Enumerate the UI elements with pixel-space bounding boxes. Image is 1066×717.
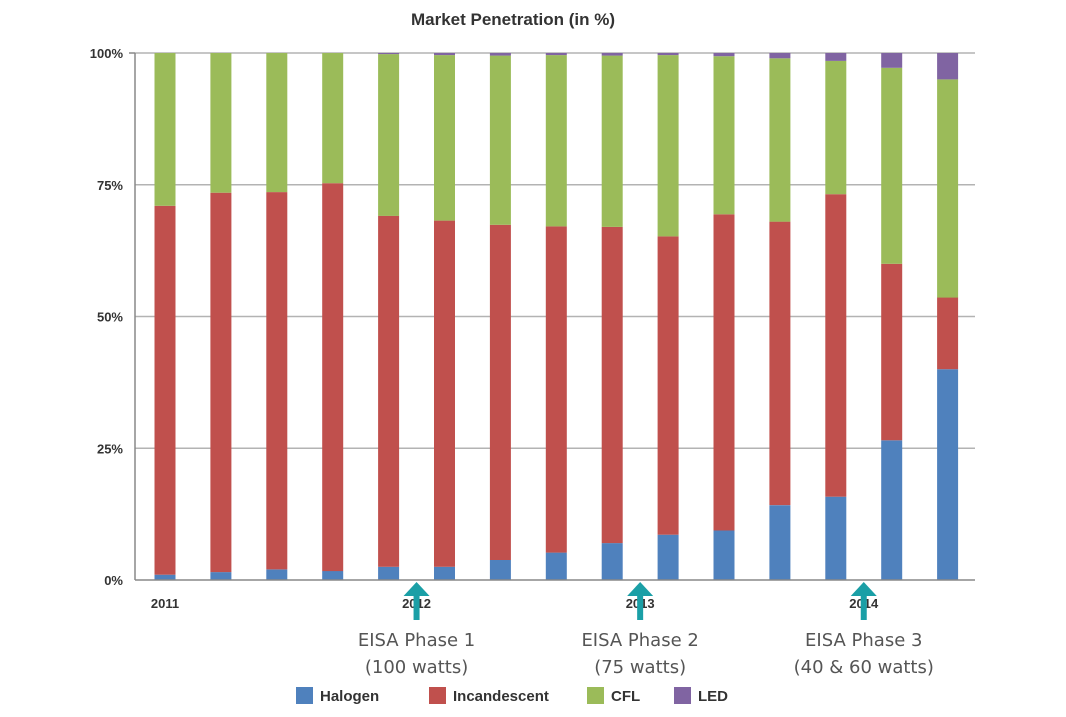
bar-segment-incandescent <box>434 220 455 567</box>
bar-segment-cfl <box>322 53 344 184</box>
bar-segment-led <box>937 53 959 80</box>
annotation-line1: EISA Phase 2 <box>581 630 698 651</box>
bar-segment-cfl <box>266 53 288 193</box>
bar-segment-halogen <box>378 566 400 580</box>
annotation-line1: EISA Phase 3 <box>805 630 922 651</box>
bar-segment-halogen <box>210 572 232 580</box>
bar-segment-halogen <box>601 543 623 580</box>
bar-segment-incandescent <box>769 221 791 506</box>
bar-segment-led <box>601 53 623 56</box>
bar-segment-incandescent <box>545 226 567 553</box>
bar-segment-incandescent <box>937 297 959 370</box>
legend-swatch-halogen <box>296 687 313 704</box>
bar-segment-halogen <box>881 440 903 580</box>
bar-segment-incandescent <box>881 263 903 441</box>
bar-segment-cfl <box>434 55 455 221</box>
bar-segment-led <box>378 53 400 55</box>
bar-segment-incandescent <box>657 236 679 535</box>
bar-segment-led <box>489 53 511 56</box>
bar-segment-halogen <box>657 534 679 580</box>
arrow-head <box>627 582 654 596</box>
bar-segment-led <box>825 53 847 61</box>
legend-label-led: LED <box>698 688 728 705</box>
bar-segment-led <box>713 53 735 57</box>
y-tick-label: 100% <box>90 46 124 61</box>
bar-segment-halogen <box>545 552 567 580</box>
bar-segment-cfl <box>769 58 791 222</box>
annotation-line2: (75 watts) <box>594 657 686 678</box>
bar-segment-halogen <box>322 571 344 580</box>
bar-segment-incandescent <box>713 214 735 531</box>
bar-segment-cfl <box>713 56 735 215</box>
bar-segment-cfl <box>210 53 232 193</box>
bar-segment-halogen <box>434 566 455 580</box>
bar-segment-incandescent <box>825 194 847 497</box>
bar-segment-incandescent <box>601 226 623 544</box>
annotations-group: EISA Phase 1 (100 watts) EISA Phase 2 (75 w… <box>358 582 934 678</box>
bar-segment-halogen <box>713 530 735 580</box>
bar-segment-cfl <box>825 60 847 195</box>
bar-segment-cfl <box>489 55 511 225</box>
annotation-line2: (40 & 60 watts) <box>794 657 934 678</box>
y-tick-label: 50% <box>97 310 123 325</box>
legend-label-cfl: CFL <box>611 688 640 705</box>
annotation-line2: (100 watts) <box>365 657 468 678</box>
y-tick-label: 75% <box>97 178 123 193</box>
legend-swatch-cfl <box>587 687 604 704</box>
bar-segment-incandescent <box>378 215 400 567</box>
bars-group <box>154 53 959 580</box>
y-tick-label: 25% <box>97 441 123 456</box>
legend-swatch-led <box>674 687 691 704</box>
x-tick-label: 2011 <box>151 596 179 611</box>
bar-segment-cfl <box>881 67 903 264</box>
annotation-line1: EISA Phase 1 <box>358 630 475 651</box>
y-tick-label: 0% <box>104 573 123 588</box>
legend-swatch-incandescent <box>429 687 446 704</box>
bar-segment-halogen <box>825 496 847 580</box>
bar-segment-led <box>434 53 455 56</box>
legend-label-halogen: Halogen <box>320 688 379 705</box>
bar-segment-cfl <box>545 55 567 227</box>
bar-segment-cfl <box>601 55 623 227</box>
bar-segment-cfl <box>937 79 959 298</box>
bar-segment-cfl <box>378 54 400 216</box>
bar-segment-halogen <box>266 569 288 580</box>
axis-group: 0%25%50%75%100%2011201220132014 <box>90 46 975 611</box>
bar-segment-halogen <box>154 574 176 580</box>
bar-segment-cfl <box>154 53 176 206</box>
bar-segment-halogen <box>937 369 959 580</box>
chart-title: Market Penetration (in %) <box>411 10 615 29</box>
legend: Halogen Incandescent CFL LED <box>296 687 728 705</box>
bar-segment-incandescent <box>266 192 288 570</box>
bar-segment-led <box>881 53 903 68</box>
bar-segment-incandescent <box>154 205 176 575</box>
bar-segment-led <box>769 53 791 59</box>
legend-label-incandescent: Incandescent <box>453 688 549 705</box>
bar-segment-halogen <box>489 560 511 580</box>
bar-segment-led <box>545 53 567 56</box>
bar-segment-incandescent <box>489 224 511 561</box>
bar-segment-halogen <box>769 505 791 580</box>
bar-segment-led <box>657 53 679 56</box>
arrow-head <box>850 582 877 596</box>
bar-segment-incandescent <box>210 192 232 573</box>
arrow-head <box>403 582 430 596</box>
bar-segment-incandescent <box>322 183 344 572</box>
bar-segment-cfl <box>657 55 679 237</box>
